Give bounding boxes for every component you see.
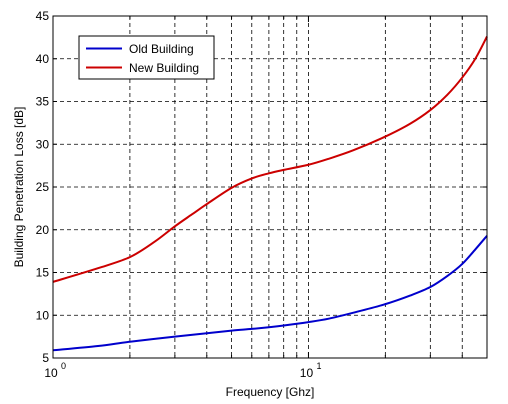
y-tick-label: 45 xyxy=(36,9,50,23)
legend: Old Building New Building xyxy=(78,35,215,80)
x-tick-label-exponent: 0 xyxy=(61,361,66,371)
series-line-new-building xyxy=(52,36,488,283)
y-tick-label: 25 xyxy=(36,180,50,194)
y-tick-label: 30 xyxy=(36,137,50,151)
y-tick-label: 15 xyxy=(36,266,50,280)
series-line-old-building xyxy=(52,235,488,352)
x-tick-label: 10 xyxy=(44,366,58,380)
x-tick-label: 10 xyxy=(300,366,314,380)
legend-label-new-building: New Building xyxy=(129,61,199,75)
legend-box xyxy=(78,35,215,80)
y-axis-label: Building Penetration Loss [dB] xyxy=(12,107,26,268)
y-tick-label: 40 xyxy=(36,52,50,66)
x-tick-label-exponent: 1 xyxy=(316,361,321,371)
y-tick-label: 10 xyxy=(36,308,50,322)
legend-label-old-building: Old Building xyxy=(129,42,194,56)
plot-frame xyxy=(52,15,488,359)
y-tick-label: 35 xyxy=(36,95,50,109)
series-lines xyxy=(52,36,488,352)
y-tick-label: 5 xyxy=(42,351,49,365)
x-axis-label: Frequency [Ghz] xyxy=(226,385,315,399)
y-tick-label: 20 xyxy=(36,223,50,237)
